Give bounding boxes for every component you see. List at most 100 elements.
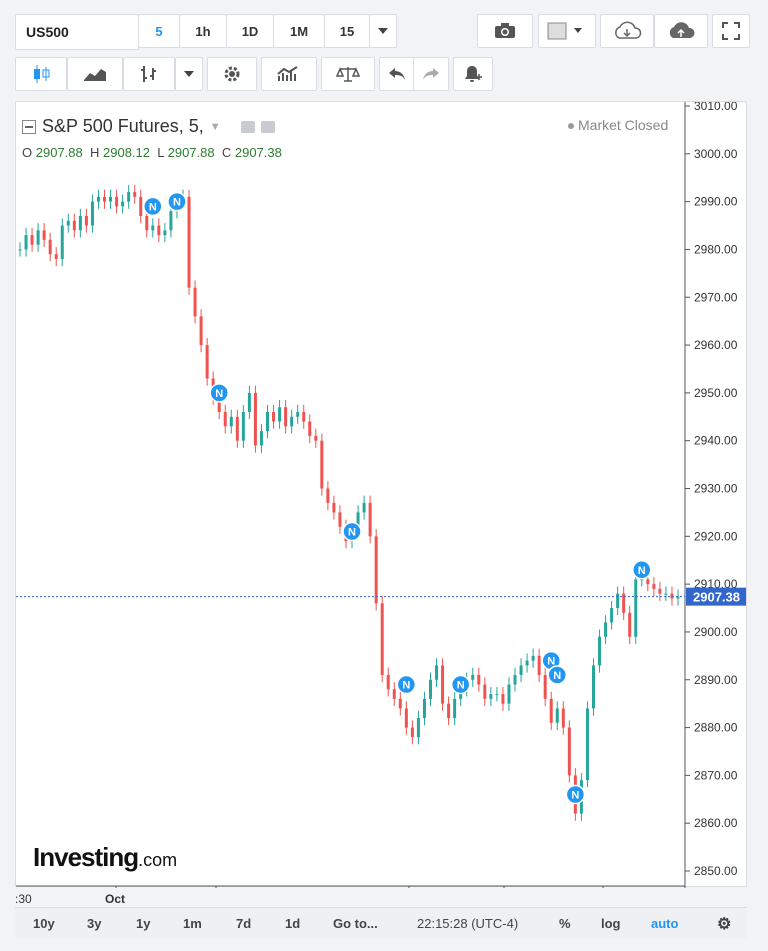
candle-body <box>115 196 119 207</box>
news-marker-icon[interactable]: N <box>396 674 417 695</box>
candles-style-button[interactable] <box>15 57 67 91</box>
candle-body <box>296 412 300 417</box>
y-tick-label: 2960.00 <box>694 338 738 352</box>
candle-body <box>519 665 523 675</box>
candle-body <box>30 235 34 245</box>
news-marker-icon[interactable]: N <box>167 191 187 212</box>
candle-body <box>90 201 94 226</box>
candle-body <box>241 412 245 441</box>
news-marker-icon[interactable]: N <box>565 784 586 805</box>
clock: 22:15:28 (UTC-4) <box>417 916 519 931</box>
candle-body <box>598 636 602 666</box>
status-dot-icon <box>568 123 574 130</box>
symbol-input[interactable]: US500 <box>15 14 139 50</box>
color-swatch-icon <box>547 22 582 40</box>
candle-body <box>217 397 221 412</box>
svg-text:N: N <box>173 197 181 209</box>
candle-body <box>302 412 306 422</box>
candle-body <box>338 512 342 527</box>
y-tick-label: 2900.00 <box>694 625 738 639</box>
range-1y-button[interactable]: 1y <box>136 916 151 931</box>
candle-body <box>398 698 402 709</box>
interval-15-button[interactable]: 15 <box>324 14 370 48</box>
interval-1d-button[interactable]: 1D <box>226 14 274 48</box>
candle-body <box>428 679 432 699</box>
candle-body <box>266 412 270 432</box>
undo-button[interactable] <box>379 57 415 91</box>
news-marker-icon[interactable]: N <box>450 674 471 695</box>
news-marker-icon[interactable]: N <box>143 196 163 217</box>
color-picker-button[interactable] <box>538 14 596 48</box>
range-3y-button[interactable]: 3y <box>87 916 102 931</box>
chart-pane[interactable]: 3010.00 3000.00 2990.00 2980.00 2970.00 2960.… <box>15 99 748 892</box>
expand-icon <box>722 22 740 40</box>
candle-body <box>308 421 312 436</box>
bottom-settings-icon[interactable]: ⚙ <box>717 916 732 933</box>
undo-icon <box>389 68 405 80</box>
candle-body <box>223 412 227 427</box>
redo-button[interactable] <box>413 57 449 91</box>
news-marker-icon[interactable]: N <box>342 521 362 542</box>
cloud-load-button[interactable] <box>600 14 654 48</box>
bars-style-button[interactable] <box>123 57 175 91</box>
interval-dropdown-button[interactable] <box>369 14 397 48</box>
indicators-icon <box>277 66 298 81</box>
chevron-down-icon <box>184 71 194 77</box>
area-style-button[interactable] <box>67 57 123 91</box>
svg-text:N: N <box>457 680 465 692</box>
candle-body <box>585 708 589 781</box>
interval-5-button[interactable]: 5 <box>138 14 180 48</box>
y-tick-label: 2970.00 <box>694 290 738 304</box>
candle-body <box>36 230 40 245</box>
interval-1m-button[interactable]: 1M <box>273 14 325 48</box>
camera-icon <box>495 23 515 38</box>
indicators-button[interactable] <box>261 57 317 91</box>
style-dropdown-button[interactable] <box>175 57 203 91</box>
candle-body <box>326 488 330 503</box>
cloud-save-button[interactable] <box>654 14 708 48</box>
candle-body <box>477 674 481 685</box>
price-chart[interactable]: 3010.00 3000.00 2990.00 2980.00 2970.00 2960.… <box>16 99 748 892</box>
candle-body <box>441 665 445 704</box>
candle-body <box>471 674 475 680</box>
eye-icon[interactable] <box>240 120 255 133</box>
legend-gear-icon[interactable] <box>260 120 275 133</box>
compare-button[interactable] <box>321 57 375 91</box>
news-marker-icon[interactable]: N <box>209 383 229 403</box>
candle-body <box>416 718 420 738</box>
range-1m-button[interactable]: 1m <box>183 916 202 931</box>
interval-1h-button[interactable]: 1h <box>179 14 227 48</box>
log-toggle[interactable]: log <box>601 916 621 931</box>
y-tick-label: 3000.00 <box>694 147 738 161</box>
goto-button[interactable]: Go to... <box>333 916 378 931</box>
candle-body <box>54 254 58 259</box>
collapse-icon[interactable] <box>22 119 36 134</box>
candle-body <box>374 536 378 604</box>
screenshot-button[interactable] <box>477 14 533 48</box>
candle-body <box>525 660 529 666</box>
candle-body <box>616 593 620 609</box>
alert-button[interactable] <box>453 57 493 91</box>
candle-body <box>610 608 614 623</box>
candle-body <box>24 235 28 250</box>
legend-dropdown-icon[interactable]: ▼ <box>209 120 221 133</box>
scales-icon <box>336 67 360 82</box>
range-1d-button[interactable]: 1d <box>285 916 301 931</box>
settings-button[interactable] <box>207 57 257 91</box>
candle-body <box>18 249 22 251</box>
news-marker-icon[interactable]: N <box>632 560 652 580</box>
range-10y-button[interactable]: 10y <box>33 916 55 931</box>
svg-text:N: N <box>571 790 579 802</box>
candle-body <box>96 196 100 202</box>
news-marker-icon[interactable]: N <box>547 665 568 685</box>
candle-body <box>278 407 282 422</box>
svg-text:N: N <box>149 201 157 213</box>
auto-toggle[interactable]: auto <box>651 916 679 931</box>
percent-toggle[interactable]: % <box>559 916 571 931</box>
candle-body <box>555 708 559 723</box>
fullscreen-button[interactable] <box>712 14 750 48</box>
range-7d-button[interactable]: 7d <box>236 916 252 931</box>
y-tick-label: 3010.00 <box>694 102 738 113</box>
market-status: Market Closed <box>568 117 668 133</box>
